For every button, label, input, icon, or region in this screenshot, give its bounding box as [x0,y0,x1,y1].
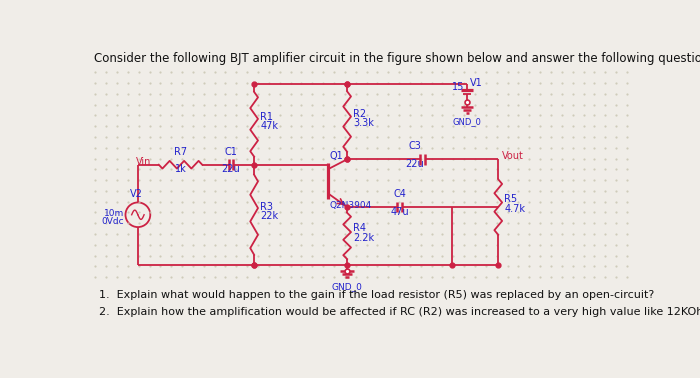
Text: C1: C1 [225,147,237,157]
Text: 22u: 22u [221,164,240,174]
Text: 1.  Explain what would happen to the gain if the load resistor (R5) was replaced: 1. Explain what would happen to the gain… [99,290,654,300]
Text: Vout: Vout [502,151,524,161]
Text: 3.3k: 3.3k [354,118,374,128]
Text: R1: R1 [260,112,273,122]
Text: Q1: Q1 [329,151,343,161]
Text: 4.7k: 4.7k [505,204,526,214]
Text: R4: R4 [354,223,366,233]
Text: V2: V2 [130,189,143,198]
Text: R3: R3 [260,202,273,212]
Text: 0Vdc: 0Vdc [102,217,124,226]
Text: GND_0: GND_0 [453,117,482,126]
Text: 2.  Explain how the amplification would be affected if RC (R2) was increased to : 2. Explain how the amplification would b… [99,307,700,317]
Text: 47k: 47k [260,121,279,131]
Text: R5: R5 [505,194,517,204]
Text: 22k: 22k [260,211,279,222]
Text: 22u: 22u [405,159,424,169]
Text: Q2N3904: Q2N3904 [329,201,372,210]
Text: 2.2k: 2.2k [354,232,374,243]
Text: 47u: 47u [390,207,409,217]
Text: GND_0: GND_0 [332,282,363,291]
Text: R7: R7 [174,147,187,157]
Text: Consider the following BJT amplifier circuit in the figure shown below and answe: Consider the following BJT amplifier cir… [94,51,700,65]
Text: V1: V1 [470,78,482,88]
Text: 15: 15 [452,82,464,92]
Text: 10m: 10m [104,209,124,218]
Text: R2: R2 [354,109,367,119]
Text: C3: C3 [409,141,421,151]
Text: 1k: 1k [174,164,186,174]
Text: C4: C4 [393,189,406,199]
Text: Vin: Vin [136,156,151,167]
